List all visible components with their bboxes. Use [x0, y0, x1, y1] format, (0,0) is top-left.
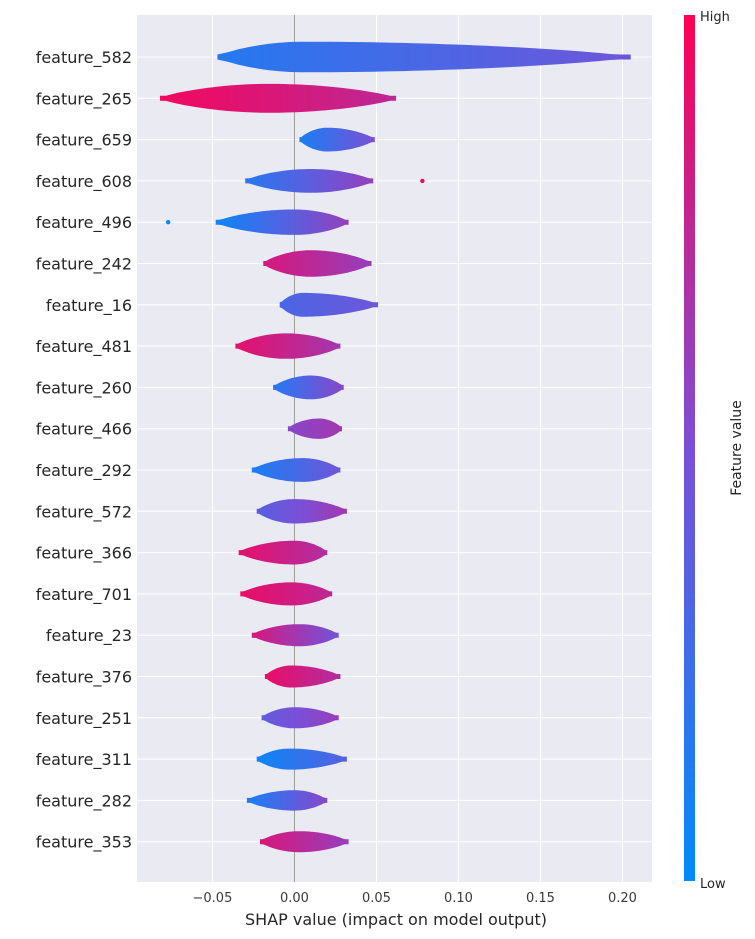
violin-feature-366	[238, 540, 328, 565]
colorbar-gradient	[684, 15, 695, 881]
feature-label: feature_466	[36, 420, 132, 440]
violin-feature-265	[160, 83, 397, 113]
feature-label: feature_292	[36, 461, 132, 481]
violin-feature-260	[273, 375, 344, 400]
feature-label: feature_260	[36, 378, 132, 398]
x-tick-label: 0.00	[280, 891, 309, 906]
feature-label: feature_282	[36, 791, 132, 811]
plot-background	[137, 15, 652, 882]
feature-label: feature_608	[36, 172, 132, 192]
feature-label: feature_496	[36, 213, 132, 233]
feature-label: feature_481	[36, 337, 132, 357]
feature-label: feature_353	[36, 833, 132, 853]
feature-label: feature_23	[46, 626, 132, 646]
violin-feature-353	[260, 831, 349, 853]
feature-label: feature_265	[36, 89, 132, 109]
violin-feature-282	[246, 790, 328, 811]
x-tick-label: 0.20	[608, 891, 637, 906]
feature-labels: feature_582 feature_265 feature_659feature…	[36, 48, 132, 853]
gridlines	[137, 15, 652, 882]
x-tick-label: 0.05	[362, 891, 391, 906]
colorbar-high-label: High	[700, 10, 730, 25]
x-tick-label: −0.05	[193, 891, 233, 906]
violin-feature-23	[251, 624, 339, 647]
feature-label: feature_701	[36, 585, 132, 605]
feature-label: feature_376	[36, 668, 132, 688]
colorbar-low-label: Low	[700, 877, 726, 892]
x-tick-label: 0.15	[526, 891, 555, 906]
outlier-points	[165, 178, 425, 225]
violin-feature-608	[245, 169, 374, 193]
violin-feature-242	[263, 250, 372, 277]
violin-feature-466	[287, 418, 342, 439]
violin-feature-659	[299, 127, 375, 152]
feature-label: feature_659	[36, 131, 132, 151]
violin-feature-481	[235, 333, 341, 359]
violin-feature-582	[217, 41, 631, 73]
x-axis-title: SHAP value (impact on model output)	[245, 910, 547, 929]
outlier-point	[420, 178, 425, 184]
violin-feature-572	[256, 499, 347, 524]
violin-feature-376	[264, 665, 341, 688]
colorbar: High Low Feature value	[684, 10, 745, 892]
violin-feature-292	[251, 458, 341, 482]
violin-feature-311	[256, 748, 347, 770]
violin-feature-701	[240, 582, 333, 606]
violin-feature-251	[261, 707, 339, 729]
feature-label: feature_311	[36, 750, 132, 770]
feature-label: feature_251	[36, 709, 132, 729]
violins	[160, 41, 631, 853]
feature-label: feature_572	[36, 502, 132, 522]
violin-feature-496	[215, 209, 349, 235]
feature-label: feature_366	[36, 544, 132, 564]
feature-label: feature_16	[46, 296, 132, 316]
feature-label: feature_242	[36, 255, 132, 275]
colorbar-title: Feature value	[729, 400, 745, 496]
x-tick-label: 0.10	[444, 891, 473, 906]
violin-feature-16	[279, 292, 379, 317]
outlier-point	[165, 220, 171, 225]
x-tick-labels: −0.05 0.00 0.05 0.10 0.15 0.20	[193, 891, 637, 906]
feature-label: feature_582	[36, 48, 132, 68]
